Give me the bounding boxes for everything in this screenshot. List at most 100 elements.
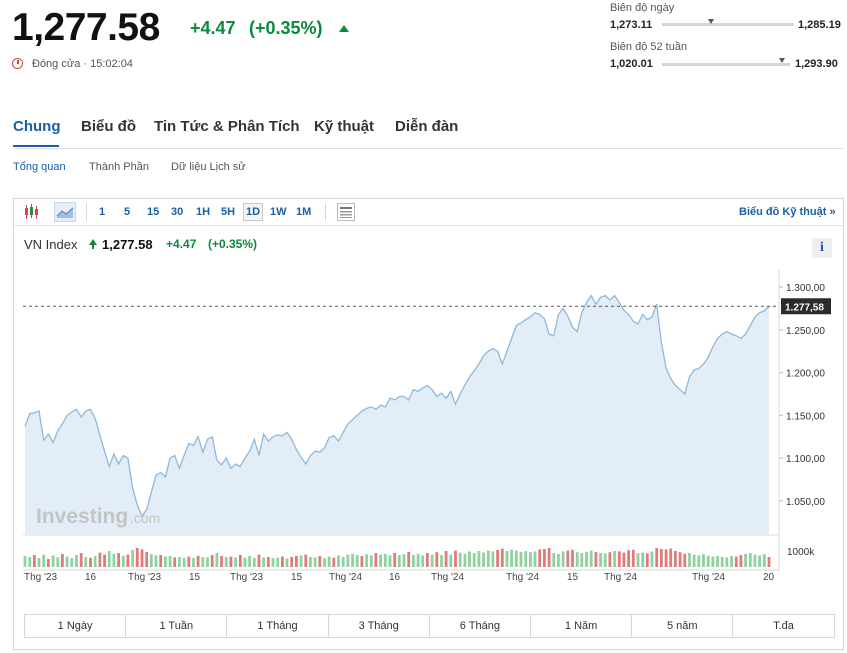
interval-1h[interactable]: 1H <box>196 206 211 218</box>
volume-bar <box>192 558 195 567</box>
volume-bar <box>449 554 453 567</box>
watermark-dotcom: .com <box>130 510 160 526</box>
tab-chart[interactable]: Biểu đồ <box>81 118 136 135</box>
period-button[interactable]: 6 Tháng <box>428 614 531 638</box>
x-tick-label: Thg '23 <box>24 572 57 583</box>
volume-bar <box>355 555 359 567</box>
active-tab-indicator <box>13 145 59 147</box>
volume-bar <box>454 550 457 567</box>
volume-bar <box>660 549 663 567</box>
interval-1w[interactable]: 1W <box>270 206 287 218</box>
period-button[interactable]: 5 năm <box>631 614 734 638</box>
tab-forum[interactable]: Diễn đàn <box>395 118 459 135</box>
volume-bar <box>716 556 719 567</box>
volume-bar <box>477 551 481 567</box>
period-button[interactable]: 1 Ngày <box>24 614 127 638</box>
tab-general[interactable]: Chung <box>13 118 61 135</box>
interval-1[interactable]: 1 <box>99 206 106 218</box>
volume-bar <box>28 557 32 567</box>
volume-bar <box>617 551 621 567</box>
interval-30[interactable]: 30 <box>171 206 184 218</box>
volume-bar <box>543 549 546 567</box>
volume-bar <box>678 552 682 567</box>
volume-bar <box>271 558 275 567</box>
volume-bar <box>519 551 523 567</box>
volume-bar <box>285 558 289 567</box>
y-tick-label: 1.250,00 <box>786 326 825 337</box>
interval-1m[interactable]: 1M <box>296 206 312 218</box>
area-chart-icon[interactable] <box>54 202 76 222</box>
volume-bar <box>627 550 630 567</box>
period-button[interactable]: 3 Tháng <box>327 614 430 638</box>
period-button[interactable]: 1 Tuần <box>125 614 228 638</box>
tab-technical[interactable]: Kỹ thuật <box>314 118 374 135</box>
day-range-low: 1,273.11 <box>610 19 653 31</box>
volume-bar <box>594 552 598 567</box>
x-tick-label: Thg '24 <box>604 572 637 583</box>
volume-bar <box>75 555 78 567</box>
chart-index-change-percent: (+0.35%) <box>208 237 258 251</box>
chart-index-price: 1,277.58 <box>102 237 153 252</box>
subtab-historical-data[interactable]: Dữ liệu Lịch sử <box>171 161 246 173</box>
volume-bar <box>599 553 602 567</box>
candlestick-icon[interactable] <box>22 203 40 221</box>
volume-bar <box>309 557 312 567</box>
subtab-overview[interactable]: Tổng quan <box>13 161 66 173</box>
table-view-icon[interactable] <box>337 203 355 221</box>
volume-bar <box>42 554 46 567</box>
interval-15[interactable]: 15 <box>147 206 160 218</box>
volume-bar <box>89 557 92 567</box>
x-tick-label: 15 <box>567 572 579 583</box>
volume-bar <box>688 553 691 567</box>
volume-bar <box>571 549 574 567</box>
y-tick-label: 1.150,00 <box>786 411 825 422</box>
volume-bar <box>33 555 36 567</box>
volume-bar <box>552 553 556 567</box>
period-button[interactable]: T.đa <box>732 614 835 638</box>
chart-index-name: VN Index <box>24 237 78 252</box>
volume-bar <box>327 556 331 567</box>
volume-bar <box>243 557 247 567</box>
day-range-bar <box>662 23 794 26</box>
volume-bar <box>201 557 205 567</box>
volume-bar <box>491 551 495 567</box>
volume-bar <box>154 555 158 567</box>
x-tick-label: 15 <box>189 572 201 583</box>
volume-bar <box>557 553 560 567</box>
watermark-investing: Investing <box>36 505 128 528</box>
volume-bar <box>561 551 565 567</box>
volume-bar <box>524 551 528 567</box>
volume-bar <box>178 557 181 567</box>
interval-5h[interactable]: 5H <box>221 206 236 218</box>
interval-1d[interactable]: 1D <box>246 206 261 218</box>
week52-range-low: 1,020.01 <box>610 58 653 70</box>
volume-bar <box>748 553 752 567</box>
info-button[interactable]: i <box>812 238 832 258</box>
index-change: +4.47 <box>190 18 236 38</box>
last-value-badge <box>781 298 831 315</box>
chart-index-change: +4.47 <box>166 237 197 251</box>
volume-bar <box>762 554 766 567</box>
volume-bar <box>589 550 593 567</box>
volume-bar <box>669 548 673 567</box>
volume-axis-label: 1000k <box>787 547 815 558</box>
period-button[interactable]: 1 Tháng <box>226 614 329 638</box>
subtab-components[interactable]: Thành Phần <box>89 161 149 173</box>
week52-range-marker <box>779 58 786 63</box>
interval-5[interactable]: 5 <box>124 206 131 218</box>
volume-bar <box>664 549 668 567</box>
volume-bar <box>56 557 60 567</box>
volume-bar <box>650 551 654 567</box>
week52-range-label: Biên độ 52 tuần <box>610 41 688 53</box>
technical-chart-link[interactable]: Biểu đồ Kỹ thuật » <box>739 206 836 218</box>
x-tick-label: Thg '23 <box>230 572 263 583</box>
volume-bar <box>514 550 518 567</box>
volume-bar <box>482 552 485 567</box>
volume-bar <box>767 557 771 567</box>
volume-bar <box>168 556 172 567</box>
tab-news-analysis[interactable]: Tin Tức & Phân Tích <box>154 118 300 135</box>
period-button[interactable]: 1 Năm <box>530 614 633 638</box>
volume-bar <box>383 553 387 567</box>
y-tick-label: 1.200,00 <box>786 369 825 380</box>
